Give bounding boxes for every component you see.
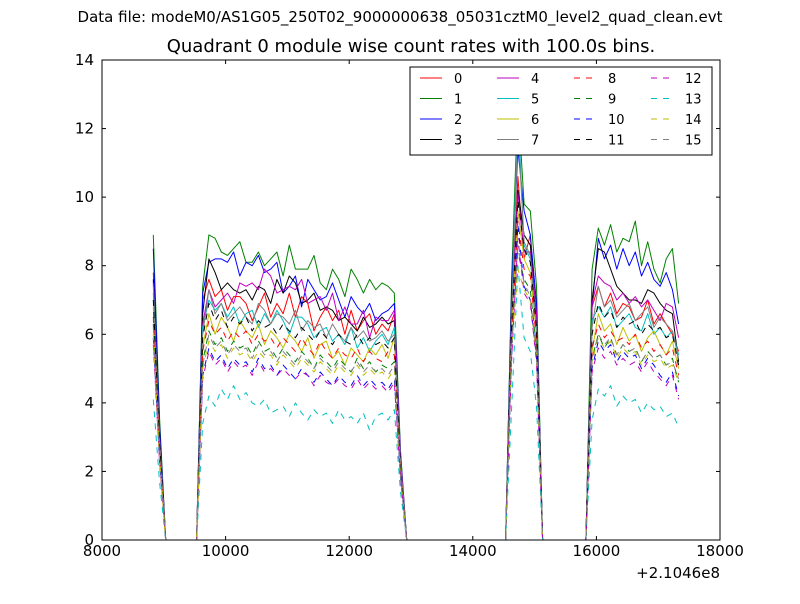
x-tick-label: 18000 — [696, 542, 744, 560]
x-tick-label: 12000 — [325, 542, 373, 560]
chart-title: Quadrant 0 module wise count rates with … — [166, 36, 656, 57]
y-tick-label: 6 — [84, 325, 94, 343]
y-tick-label: 4 — [84, 394, 94, 412]
legend-label-14: 14 — [685, 113, 702, 128]
legend-box — [409, 66, 713, 156]
legend-label-2: 2 — [454, 113, 462, 128]
x-offset-label: +2.1046e8 — [636, 564, 720, 582]
series-line-12 — [152, 237, 680, 541]
y-tick-label: 8 — [84, 257, 94, 275]
y-tick-label: 12 — [75, 120, 94, 138]
x-tick-label: 10000 — [202, 542, 250, 560]
legend-label-0: 0 — [454, 72, 462, 87]
legend-label-4: 4 — [531, 72, 539, 87]
series-layer — [152, 100, 680, 541]
series-line-11 — [152, 200, 680, 541]
y-tick-label: 14 — [75, 51, 94, 69]
legend-label-8: 8 — [608, 72, 616, 87]
y-tick-label: 2 — [84, 462, 94, 480]
legend-label-10: 10 — [608, 113, 625, 128]
legend-label-3: 3 — [454, 134, 462, 149]
legend-label-15: 15 — [685, 134, 702, 149]
series-line-5 — [152, 107, 680, 541]
figure-suptitle: Data file: modeM0/AS1G05_250T02_90000006… — [77, 8, 723, 26]
legend-label-6: 6 — [531, 113, 539, 128]
axes-frame — [101, 59, 721, 541]
series-line-4 — [152, 193, 680, 541]
series-line-10 — [152, 224, 680, 541]
x-tick-label: 8000 — [83, 542, 121, 560]
series-line-13 — [152, 265, 680, 541]
legend-label-7: 7 — [531, 134, 539, 149]
y-tick-label: 0 — [84, 531, 94, 549]
legend-label-1: 1 — [454, 93, 462, 108]
legend-label-13: 13 — [685, 93, 702, 108]
series-line-9 — [152, 251, 680, 541]
series-line-6 — [152, 210, 680, 541]
x-tick-label: 16000 — [573, 542, 621, 560]
y-tick-label: 10 — [75, 188, 94, 206]
legend-label-9: 9 — [608, 93, 616, 108]
legend-label-11: 11 — [608, 134, 625, 149]
legend-label-5: 5 — [531, 93, 539, 108]
series-line-8 — [152, 220, 680, 541]
legend-label-12: 12 — [685, 72, 702, 87]
series-line-15 — [152, 244, 680, 541]
x-tick-label: 14000 — [449, 542, 497, 560]
